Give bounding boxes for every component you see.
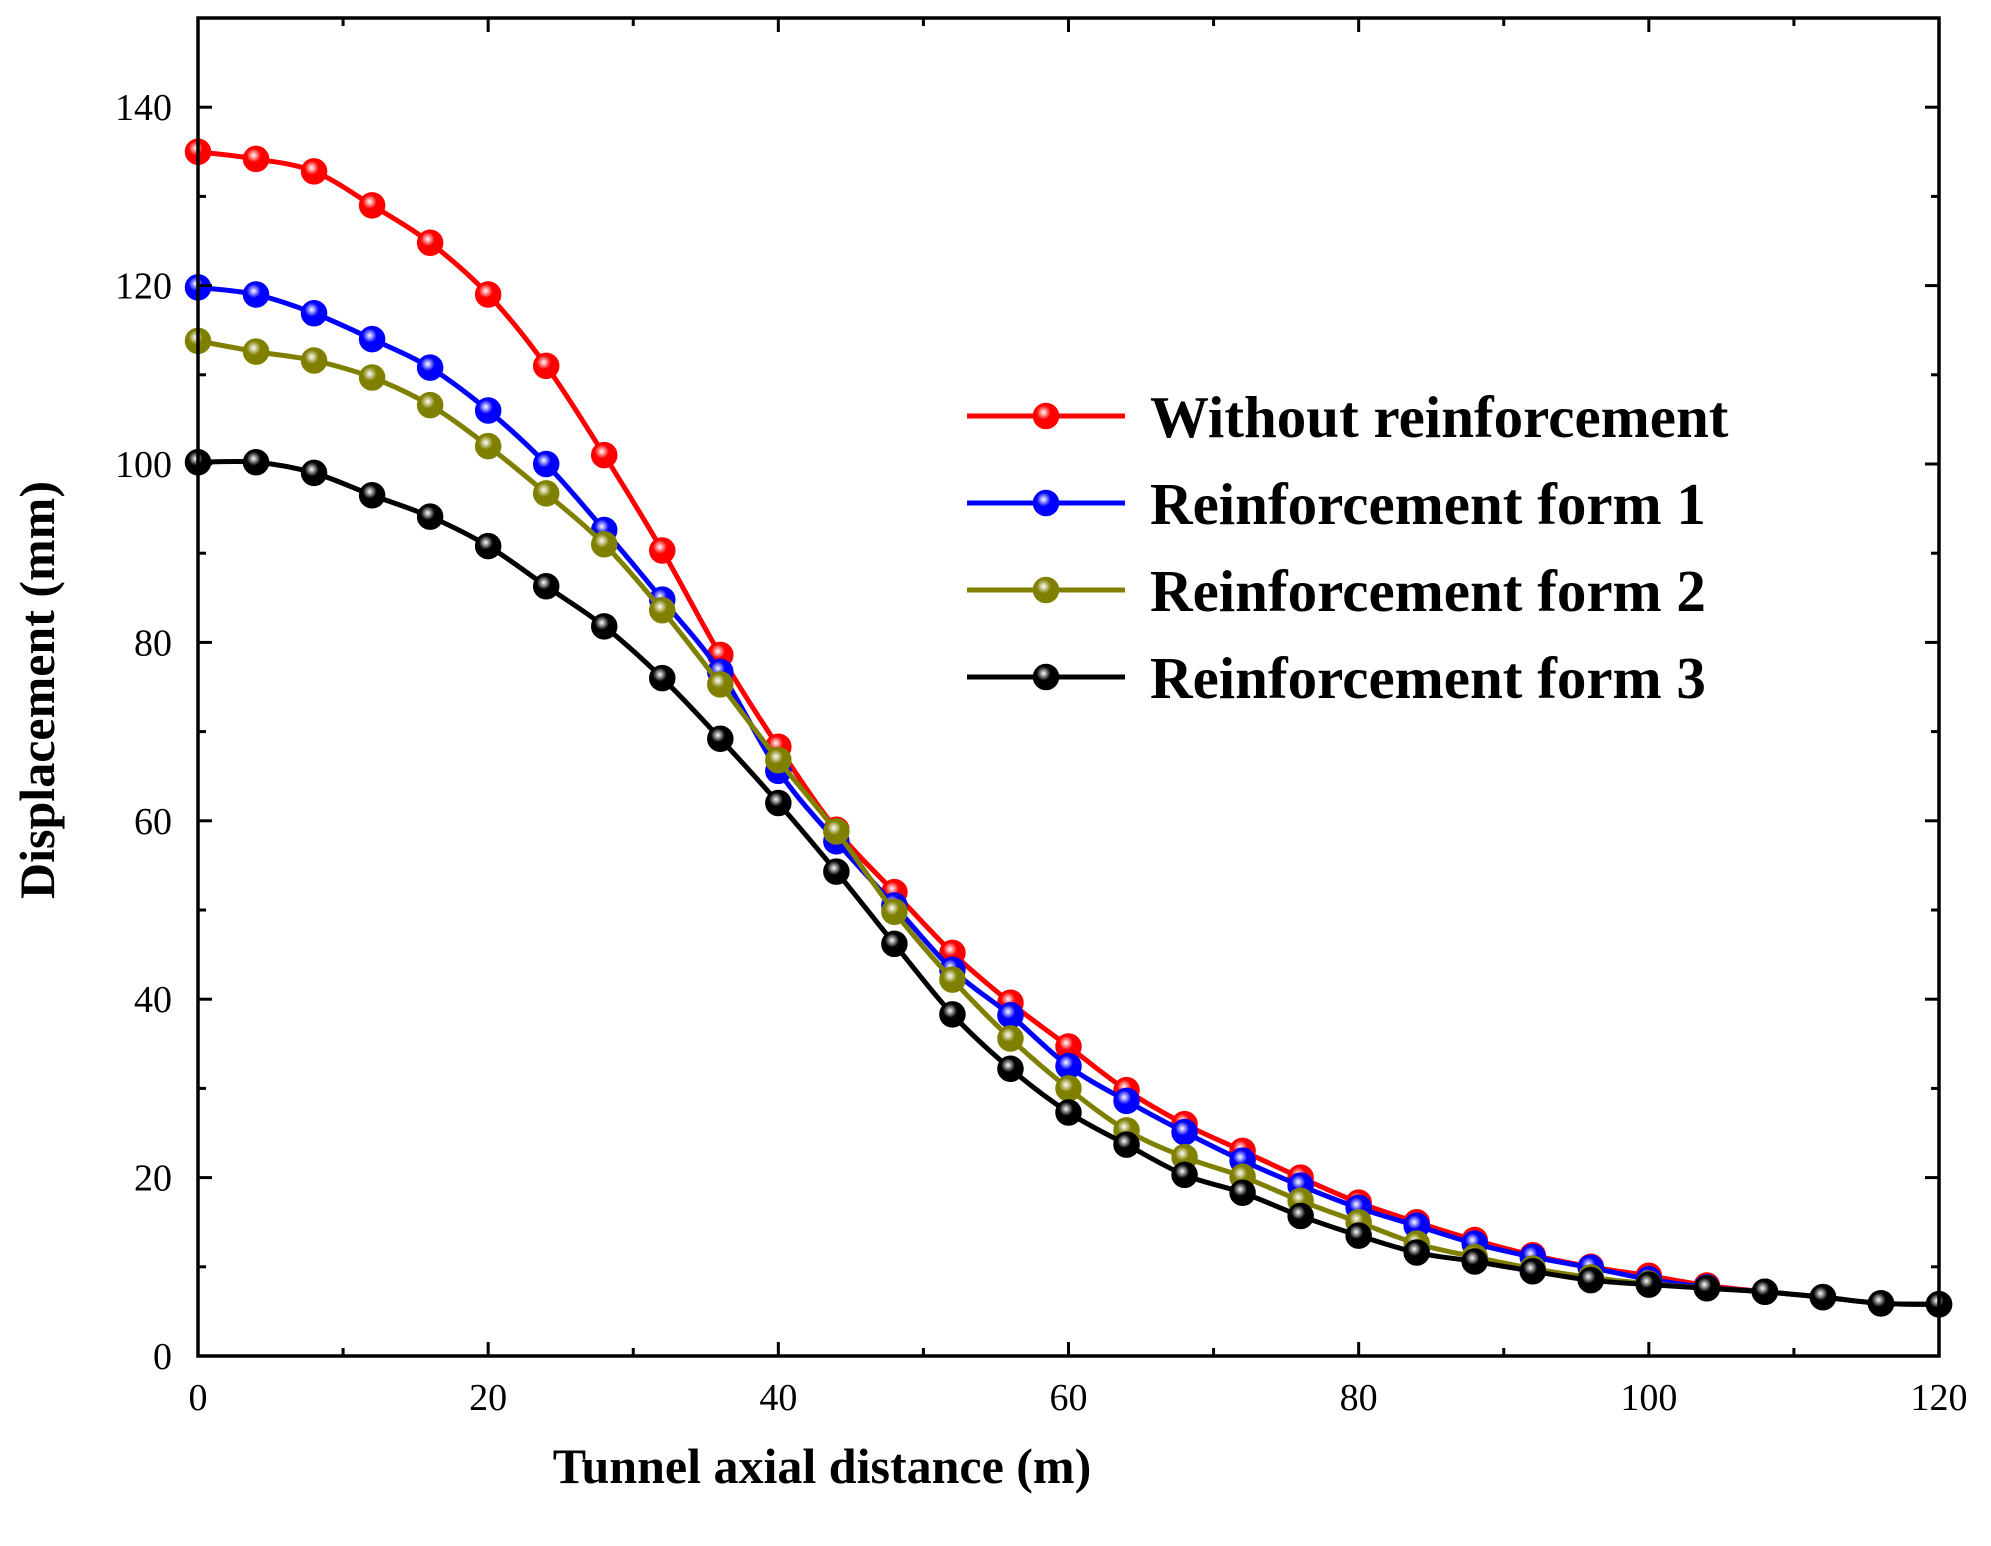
data-point [1577, 1266, 1605, 1294]
x-tick-label: 120 [1911, 1377, 1968, 1419]
data-point [300, 300, 328, 327]
data-point [1229, 1179, 1256, 1207]
data-point [1171, 1118, 1198, 1146]
data-point [1055, 1099, 1082, 1126]
legend-label: Reinforcement form 2 [1150, 558, 1706, 624]
data-point [823, 818, 850, 845]
data-point [649, 664, 676, 692]
data-point [590, 441, 618, 469]
data-point [1171, 1161, 1198, 1189]
data-point [1055, 1052, 1082, 1080]
data-point [242, 448, 270, 476]
data-point [649, 537, 676, 564]
data-point [649, 597, 676, 624]
data-point [997, 1002, 1024, 1029]
y-tick-label: 80 [134, 622, 172, 664]
legend-marker [1032, 576, 1060, 604]
data-point [242, 338, 270, 365]
series-reinforcement-form-3 [184, 448, 1953, 1318]
data-point [765, 789, 792, 817]
x-tick-label: 60 [1050, 1377, 1088, 1419]
x-tick-label: 80 [1340, 1377, 1378, 1419]
data-point [416, 354, 444, 381]
series-layer [184, 138, 1953, 1318]
data-point [474, 432, 502, 460]
data-point [532, 480, 560, 507]
data-point [881, 930, 908, 958]
data-point [416, 503, 444, 530]
data-point [1113, 1087, 1140, 1115]
legend-marker [1032, 663, 1060, 691]
legend-label: Without reinforcement [1150, 384, 1729, 450]
y-tick-label: 0 [153, 1336, 172, 1378]
legend-item-reinforcement-form-2: Reinforcement form 2 [967, 558, 1706, 624]
y-tick-label: 100 [115, 444, 172, 486]
y-tick-label: 40 [134, 979, 172, 1021]
x-tick-label: 100 [1620, 1377, 1677, 1419]
data-point [1751, 1278, 1779, 1306]
data-point [416, 229, 444, 257]
data-point [300, 347, 328, 374]
data-point [939, 966, 966, 993]
data-point [532, 572, 560, 600]
data-point [997, 1025, 1024, 1052]
legend-label: Reinforcement form 3 [1150, 645, 1706, 711]
data-point [416, 391, 444, 419]
data-point [300, 459, 328, 487]
data-point [1519, 1258, 1547, 1285]
legend-marker [1032, 402, 1060, 430]
x-tick-label: 0 [189, 1377, 208, 1419]
data-point [1635, 1271, 1663, 1298]
data-point [1055, 1075, 1082, 1102]
data-point [997, 1055, 1024, 1083]
ticks-layer: 0 20 40 60 80 100 120 0 20 40 60 80 100 120 140 [115, 18, 1968, 1419]
data-point [242, 281, 270, 308]
data-point [358, 192, 386, 219]
data-point [590, 613, 618, 640]
legend-marker [1032, 489, 1060, 517]
data-point [1403, 1239, 1430, 1266]
data-point [1287, 1202, 1314, 1230]
x-axis-title: Tunnel axial distance (m) [553, 1438, 1092, 1494]
y-tick-label: 120 [115, 266, 172, 308]
data-point [881, 898, 908, 926]
data-point [1345, 1222, 1372, 1249]
data-point [242, 145, 270, 173]
x-tick-label: 40 [759, 1377, 797, 1419]
y-tick-label: 140 [115, 87, 172, 129]
data-point [823, 858, 850, 885]
data-point [590, 531, 618, 558]
y-tick-label: 20 [134, 1158, 172, 1200]
y-tick-label: 60 [134, 801, 172, 843]
data-point [707, 725, 734, 752]
data-point [1809, 1283, 1837, 1311]
legend-item-reinforcement-form-3: Reinforcement form 3 [967, 645, 1706, 711]
legend: Without reinforcement Reinforcement form … [967, 384, 1729, 711]
data-point [358, 325, 386, 353]
legend-label: Reinforcement form 1 [1150, 471, 1706, 537]
y-axis-title: Displacement (mm) [9, 481, 65, 899]
data-point [1461, 1248, 1488, 1275]
data-point [474, 281, 502, 308]
data-point [532, 352, 560, 380]
legend-item-reinforcement-form-1: Reinforcement form 1 [967, 471, 1706, 537]
data-point [1693, 1274, 1721, 1302]
data-point [1113, 1131, 1140, 1158]
data-point [474, 397, 502, 424]
data-point [1867, 1290, 1895, 1317]
data-point [358, 364, 386, 391]
data-point [532, 450, 560, 478]
data-point [474, 532, 502, 560]
data-point [765, 746, 792, 774]
legend-item-without-reinforcement: Without reinforcement [967, 384, 1729, 450]
x-tick-label: 20 [469, 1377, 507, 1419]
data-point [939, 1001, 966, 1028]
data-point [707, 671, 734, 698]
data-point [358, 481, 386, 509]
data-point [300, 158, 328, 185]
